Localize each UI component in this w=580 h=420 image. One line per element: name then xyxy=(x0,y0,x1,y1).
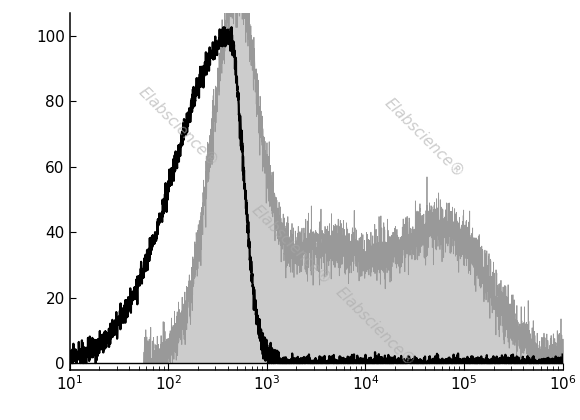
Text: Elabscience®: Elabscience® xyxy=(382,95,467,180)
Text: Elabscience®: Elabscience® xyxy=(249,202,334,287)
Text: Elabscience®: Elabscience® xyxy=(333,284,418,369)
Text: Elabscience®: Elabscience® xyxy=(136,84,220,169)
